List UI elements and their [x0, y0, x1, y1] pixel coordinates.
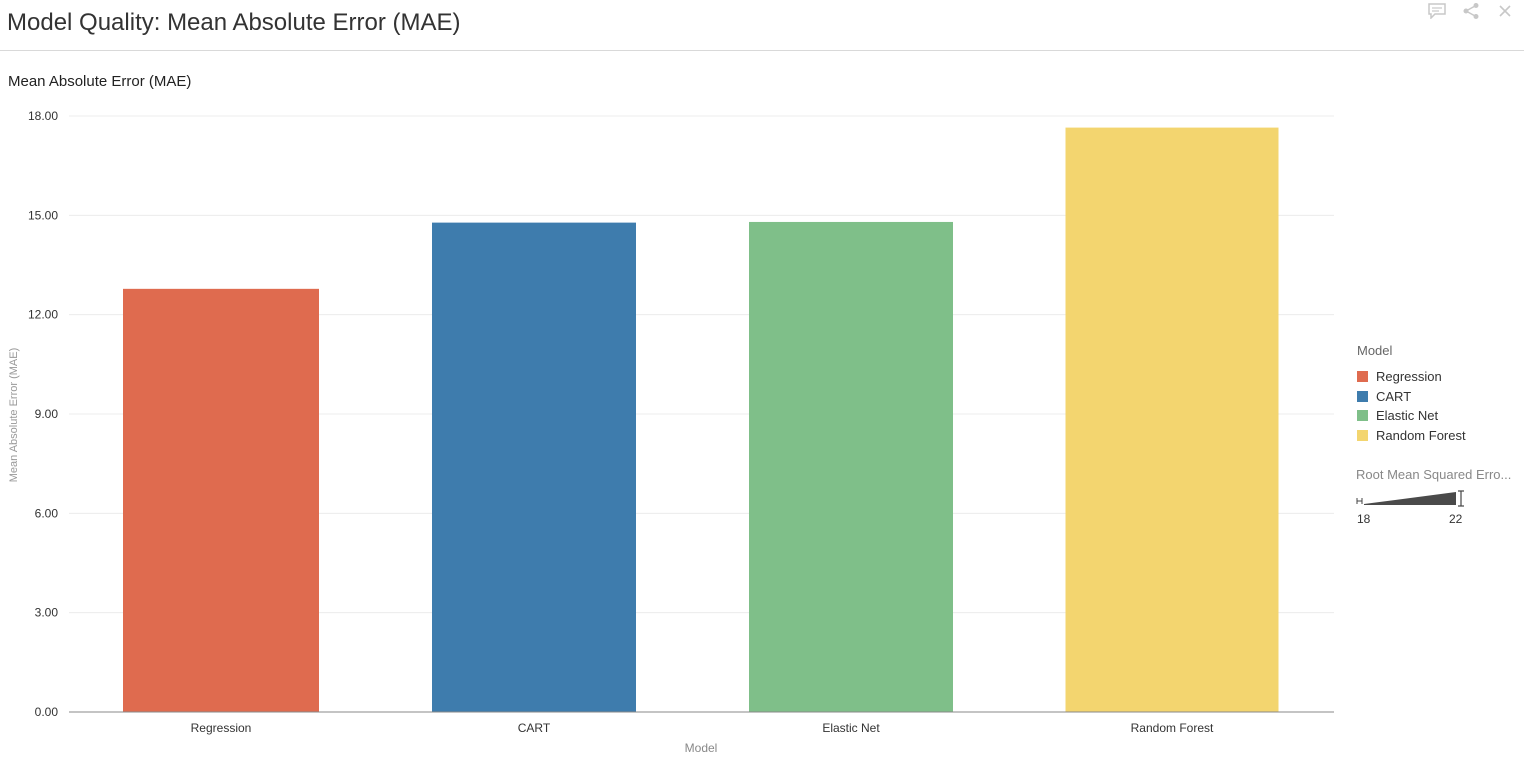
- legend-items: Regression CART Elastic Net Random Forest: [1356, 367, 1521, 445]
- bar-elastic-net[interactable]: [749, 221, 953, 712]
- size-legend-min: 18: [1357, 512, 1371, 526]
- bar-random-forest[interactable]: [1065, 127, 1279, 713]
- legend-label: Elastic Net: [1376, 408, 1439, 424]
- y-tick-label: 6.00: [35, 506, 59, 520]
- chart-title: Mean Absolute Error (MAE): [8, 73, 192, 90]
- legend-swatch: [1357, 371, 1368, 383]
- x-tick-label: CART: [518, 721, 551, 735]
- legend-item[interactable]: CART: [1356, 387, 1521, 407]
- toolbar: [1424, 0, 1518, 22]
- x-axis-title: Model: [685, 741, 718, 755]
- legend-label: Random Forest: [1376, 427, 1466, 443]
- legend-swatch: [1357, 390, 1368, 402]
- close-icon[interactable]: [1492, 0, 1518, 22]
- bar-cart[interactable]: [432, 222, 636, 712]
- y-tick-label: 9.00: [35, 407, 59, 421]
- page-header: Model Quality: Mean Absolute Error (MAE): [0, 0, 1524, 51]
- x-tick-label: Elastic Net: [822, 721, 880, 735]
- legend-item[interactable]: Random Forest: [1356, 426, 1521, 446]
- legend-label: CART: [1376, 388, 1412, 404]
- bar-chart: 0.00 3.00 6.00 9.00 12.00 15.00 18.00 Regressio…: [8, 109, 1334, 755]
- model-legend: Model Regression CART Elastic Net Random Fo…: [1356, 343, 1521, 445]
- comment-icon[interactable]: [1424, 0, 1450, 22]
- legend-item[interactable]: Elastic Net: [1356, 406, 1521, 426]
- size-ramp-icon[interactable]: [1356, 486, 1466, 508]
- size-legend-title: Root Mean Squared Erro...: [1356, 467, 1512, 482]
- y-tick-label: 18.00: [28, 109, 58, 123]
- size-legend-max: 22: [1449, 512, 1463, 526]
- bar-regression[interactable]: [123, 288, 319, 712]
- legend-label: Regression: [1376, 369, 1442, 385]
- legend-item[interactable]: Regression: [1356, 367, 1521, 387]
- x-tick-label: Regression: [191, 721, 252, 735]
- y-tick-label: 12.00: [28, 308, 58, 322]
- legend-swatch: [1357, 429, 1368, 441]
- legend-title: Model: [1357, 343, 1393, 358]
- legend-swatch: [1357, 410, 1368, 422]
- y-tick-label: 0.00: [35, 705, 59, 719]
- share-icon[interactable]: [1458, 0, 1484, 22]
- x-tick-label: Random Forest: [1131, 721, 1214, 735]
- y-tick-label: 15.00: [28, 208, 58, 222]
- page-title: Model Quality: Mean Absolute Error (MAE): [7, 9, 461, 36]
- size-legend: Root Mean Squared Erro... 18 22: [1356, 467, 1521, 526]
- y-axis-title: Mean Absolute Error (MAE): [8, 348, 20, 483]
- y-tick-label: 3.00: [35, 606, 59, 620]
